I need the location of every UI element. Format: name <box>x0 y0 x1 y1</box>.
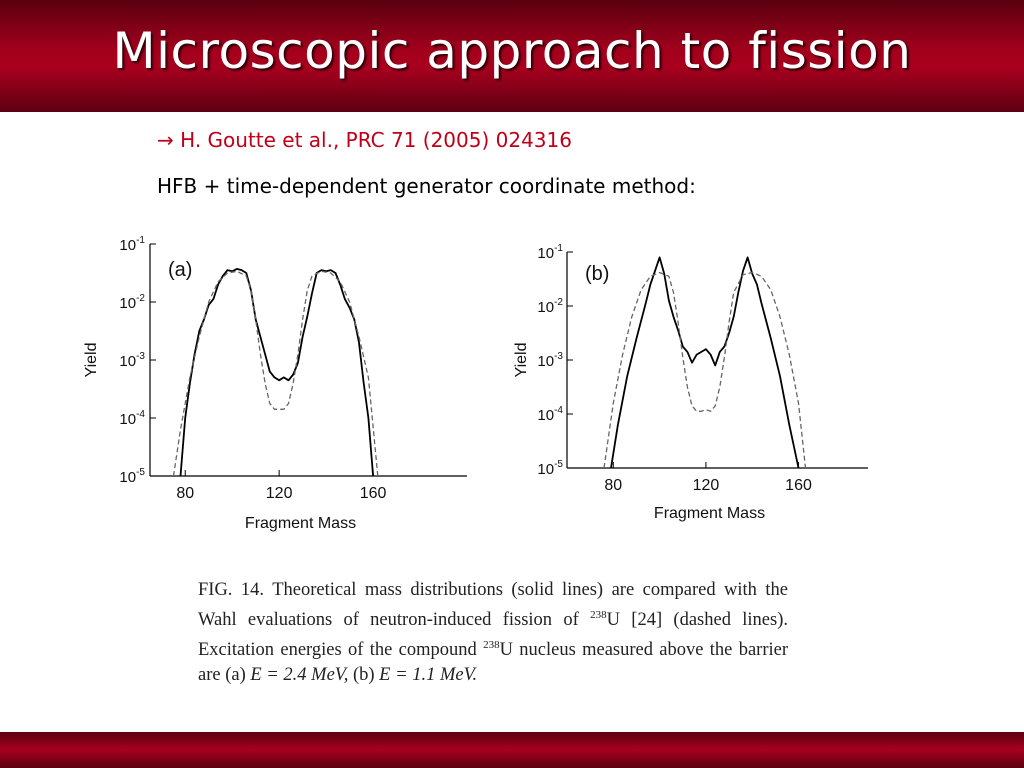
x-axis-label-b: Fragment Mass <box>654 505 765 522</box>
y-tick-label-b: 10-4 <box>537 405 563 424</box>
panel-label-a: (a) <box>168 259 192 281</box>
caption-energy-b: E = 1.1 MeV. <box>379 665 478 686</box>
x-axis-label-a: Fragment Mass <box>245 515 356 532</box>
y-tick-label-a: 10-5 <box>119 467 145 486</box>
caption-iso-elem-2: U <box>499 640 513 661</box>
caption-energy-a: E = 2.4 MeV, <box>250 665 349 686</box>
x-tick-label-b: 160 <box>785 477 812 494</box>
y-tick-label-a: 10-3 <box>119 351 145 370</box>
panel-label-b: (b) <box>585 263 609 285</box>
dashed-series-line-b <box>603 271 807 469</box>
solid-series-line-a <box>179 267 374 477</box>
y-tick-label-b: 10-3 <box>537 351 563 370</box>
reference-text: H. Goutte et al., PRC 71 (2005) 024316 <box>180 128 572 152</box>
caption-text-2: [24] (dashed lines). Excitation energies… <box>198 610 788 661</box>
caption-b-label: (b) <box>352 665 375 686</box>
y-tick-label-b: 10-2 <box>537 297 563 316</box>
caption-iso-mass-2: 238 <box>483 639 500 652</box>
caption-iso-elem-1: U <box>606 610 620 631</box>
slide-title: Microscopic approach to fission <box>112 22 912 80</box>
y-tick-label-a: 10-1 <box>119 235 145 254</box>
x-tick-label-a: 80 <box>176 485 194 502</box>
x-tick-label-b: 80 <box>604 477 622 494</box>
y-tick-label-b: 10-5 <box>537 459 563 478</box>
caption-iso-mass-1: 238 <box>590 609 607 621</box>
y-tick-label-a: 10-2 <box>119 293 145 312</box>
y-tick-label-b: 10-1 <box>537 243 563 262</box>
x-tick-label-a: 160 <box>360 485 387 502</box>
solid-series-line-b <box>610 256 800 469</box>
x-tick-label-a: 120 <box>266 485 293 502</box>
reference-line: → H. Goutte et al., PRC 71 (2005) 024316 <box>157 128 572 152</box>
method-line: HFB + time-dependent generator coordinat… <box>157 174 696 198</box>
y-axis-label-a: Yield <box>83 343 100 378</box>
y-axis-label-b: Yield <box>513 343 530 378</box>
y-tick-label-a: 10-4 <box>119 409 145 428</box>
title-bar <box>0 0 1024 112</box>
x-tick-label-b: 120 <box>693 477 720 494</box>
caption-text-3: nucleus measured above the barrier are (… <box>198 640 789 686</box>
dashed-series-line-a <box>172 270 379 477</box>
footer-bar <box>0 732 1024 768</box>
figure-caption: FIG. 14. Theoretical mass distributions … <box>198 578 788 688</box>
caption-fig: FIG. 14. <box>198 580 265 600</box>
caption-text-1: Theoretical mass distributions (solid li… <box>198 580 789 631</box>
arrow-icon: → <box>157 128 174 152</box>
